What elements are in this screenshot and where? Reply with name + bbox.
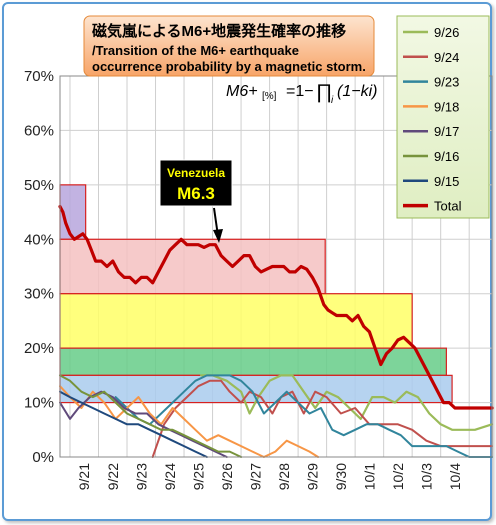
legend-label: 9/16 [434, 149, 459, 164]
annotation-arrowhead [213, 229, 223, 243]
formula: M6+ [%] =1− ∏ i (1−ki) [226, 81, 377, 106]
x-tick-label: 10/2 [390, 463, 406, 490]
series-line-9-17 [59, 390, 228, 458]
x-tick-label: 9/23 [133, 463, 149, 490]
formula-unit: [%] [262, 91, 277, 102]
series-line-9-18 [59, 385, 320, 458]
x-tick-label: 9/28 [276, 463, 292, 490]
y-axis-ticks: 0% 10% 20% 30% 40% 50% 60% 70% [24, 68, 54, 466]
legend-label: 9/26 [434, 25, 459, 40]
y-tick-label: 40% [24, 231, 54, 248]
x-tick-label: 9/27 [247, 463, 263, 490]
title-line1: 磁気嵐によるM6+地震発生確率の推移 [92, 22, 346, 40]
title-line3: occurrence probability by a magnetic sto… [92, 59, 366, 74]
annotation-line2: M6.3 [177, 184, 215, 203]
formula-product: ∏ [316, 81, 332, 103]
formula-eq: =1− [286, 83, 314, 100]
annotation-line1: Venezuela [167, 166, 225, 180]
series-line-9-16 [59, 374, 243, 458]
series-line-total [58, 205, 494, 410]
x-axis-ticks: 9/21 9/22 9/23 9/24 9/25 9/26 9/27 9/28 9/29 9/30… [76, 463, 463, 490]
formula-rhs: (1−ki) [337, 83, 377, 100]
formula-subscript: i [331, 95, 334, 106]
legend-label: 9/18 [434, 99, 459, 114]
legend: 9/26 9/24 9/23 9/18 9/17 9/16 9/15 Total [396, 15, 490, 219]
series-lines [58, 205, 494, 458]
x-tick-label: 9/21 [76, 463, 92, 490]
legend-label: 9/23 [434, 75, 459, 90]
y-tick-label: 20% [24, 340, 54, 357]
annotation-box [159, 159, 233, 207]
y-tick-label: 0% [32, 449, 54, 466]
legend-label: Total [434, 199, 462, 214]
x-tick-label: 10/1 [361, 463, 377, 490]
x-tick-label: 9/22 [105, 463, 121, 490]
legend-label: 9/15 [434, 174, 459, 189]
legend-label: 9/17 [434, 124, 459, 139]
y-tick-label: 50% [24, 177, 54, 194]
y-tick-label: 30% [24, 286, 54, 303]
x-tick-label: 9/30 [333, 463, 349, 490]
x-tick-label: 9/25 [190, 463, 206, 490]
probability-bands [59, 184, 453, 404]
title-line2: /Transition of the M6+ earthquake [92, 43, 299, 58]
series-line-9-23 [114, 374, 493, 458]
legend-box [396, 15, 490, 219]
series-line-9-26 [200, 374, 494, 431]
y-tick-label: 70% [24, 68, 54, 85]
y-tick-label: 10% [24, 395, 54, 412]
series-line-9-15 [59, 390, 208, 458]
formula-lhs: M6+ [226, 83, 258, 100]
x-tick-label: 9/26 [219, 463, 235, 490]
x-tick-label: 9/29 [304, 463, 320, 490]
x-tick-label: 9/24 [162, 463, 178, 490]
event-annotation: Venezuela M6.3 [159, 159, 233, 243]
x-tick-label: 10/4 [447, 463, 463, 490]
legend-label: 9/24 [434, 50, 459, 65]
y-tick-label: 60% [24, 122, 54, 139]
title-box: 磁気嵐によるM6+地震発生確率の推移 /Transition of the M6… [83, 15, 375, 77]
x-tick-label: 10/3 [418, 463, 434, 490]
